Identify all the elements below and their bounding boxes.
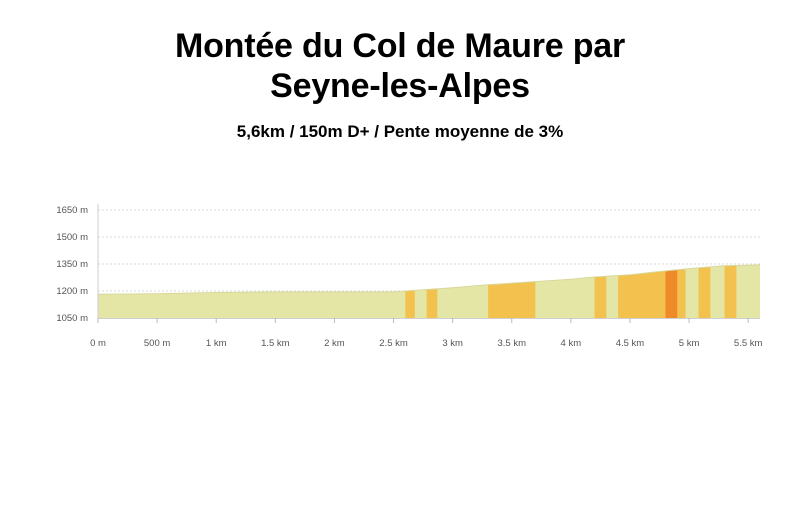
gradient-segment xyxy=(488,264,536,318)
y-tick-label: 1050 m xyxy=(56,313,88,324)
x-tick-label: 4 km xyxy=(561,338,582,349)
profile-line xyxy=(97,264,761,295)
y-tick-label: 1500 m xyxy=(56,232,88,243)
gradient-segment xyxy=(426,264,438,318)
gradient-segment xyxy=(414,264,427,318)
gradient-segment xyxy=(724,264,737,318)
x-tick-label: 5.5 km xyxy=(734,338,763,349)
gradient-segment xyxy=(594,264,607,318)
area-layer xyxy=(98,264,760,318)
y-tick-label: 1350 m xyxy=(56,259,88,270)
chart-title-line-1: Montée du Col de Maure par xyxy=(174,27,626,65)
gradient-segment xyxy=(98,264,406,318)
x-tick-label: 5 km xyxy=(679,338,700,349)
y-tick-label: 1650 m xyxy=(56,205,88,216)
gradient-segment xyxy=(437,264,489,318)
x-tick-label: 500 m xyxy=(144,338,170,349)
x-tick-label: 3.5 km xyxy=(497,338,526,349)
chart-title-line-2: Seyne-les-Alpes xyxy=(270,67,530,105)
chart-title: Montée du Col de Maure par Seyne-les-Alp… xyxy=(0,26,800,106)
x-tick-label: 2 km xyxy=(324,338,345,349)
chart-subtitle: 5,6km / 150m D+ / Pente moyenne de 3% xyxy=(236,122,564,141)
y-tick-label: 1200 m xyxy=(56,286,88,297)
gradient-segment xyxy=(606,264,619,318)
x-tick-label: 0 m xyxy=(90,338,106,349)
gradient-segment xyxy=(618,264,666,318)
x-tick-label: 2.5 km xyxy=(379,338,408,349)
gradient-segment xyxy=(665,264,678,318)
gradient-segment xyxy=(698,264,711,318)
gradient-segment xyxy=(677,264,686,318)
x-tick-label: 3 km xyxy=(442,338,463,349)
x-tick-label: 1.5 km xyxy=(261,338,290,349)
gradient-segment xyxy=(685,264,699,318)
x-tick-label: 1 km xyxy=(206,338,227,349)
x-tick-label: 4.5 km xyxy=(616,338,645,349)
gradient-segment xyxy=(710,264,725,318)
axis-layer: 1050 m 1200 m 1350 m 1500 m 1650 m 0 m 500 m 1 … xyxy=(56,204,763,349)
gradient-segment xyxy=(736,264,760,318)
gradient-segment xyxy=(405,264,416,318)
gradient-segment xyxy=(535,264,595,318)
